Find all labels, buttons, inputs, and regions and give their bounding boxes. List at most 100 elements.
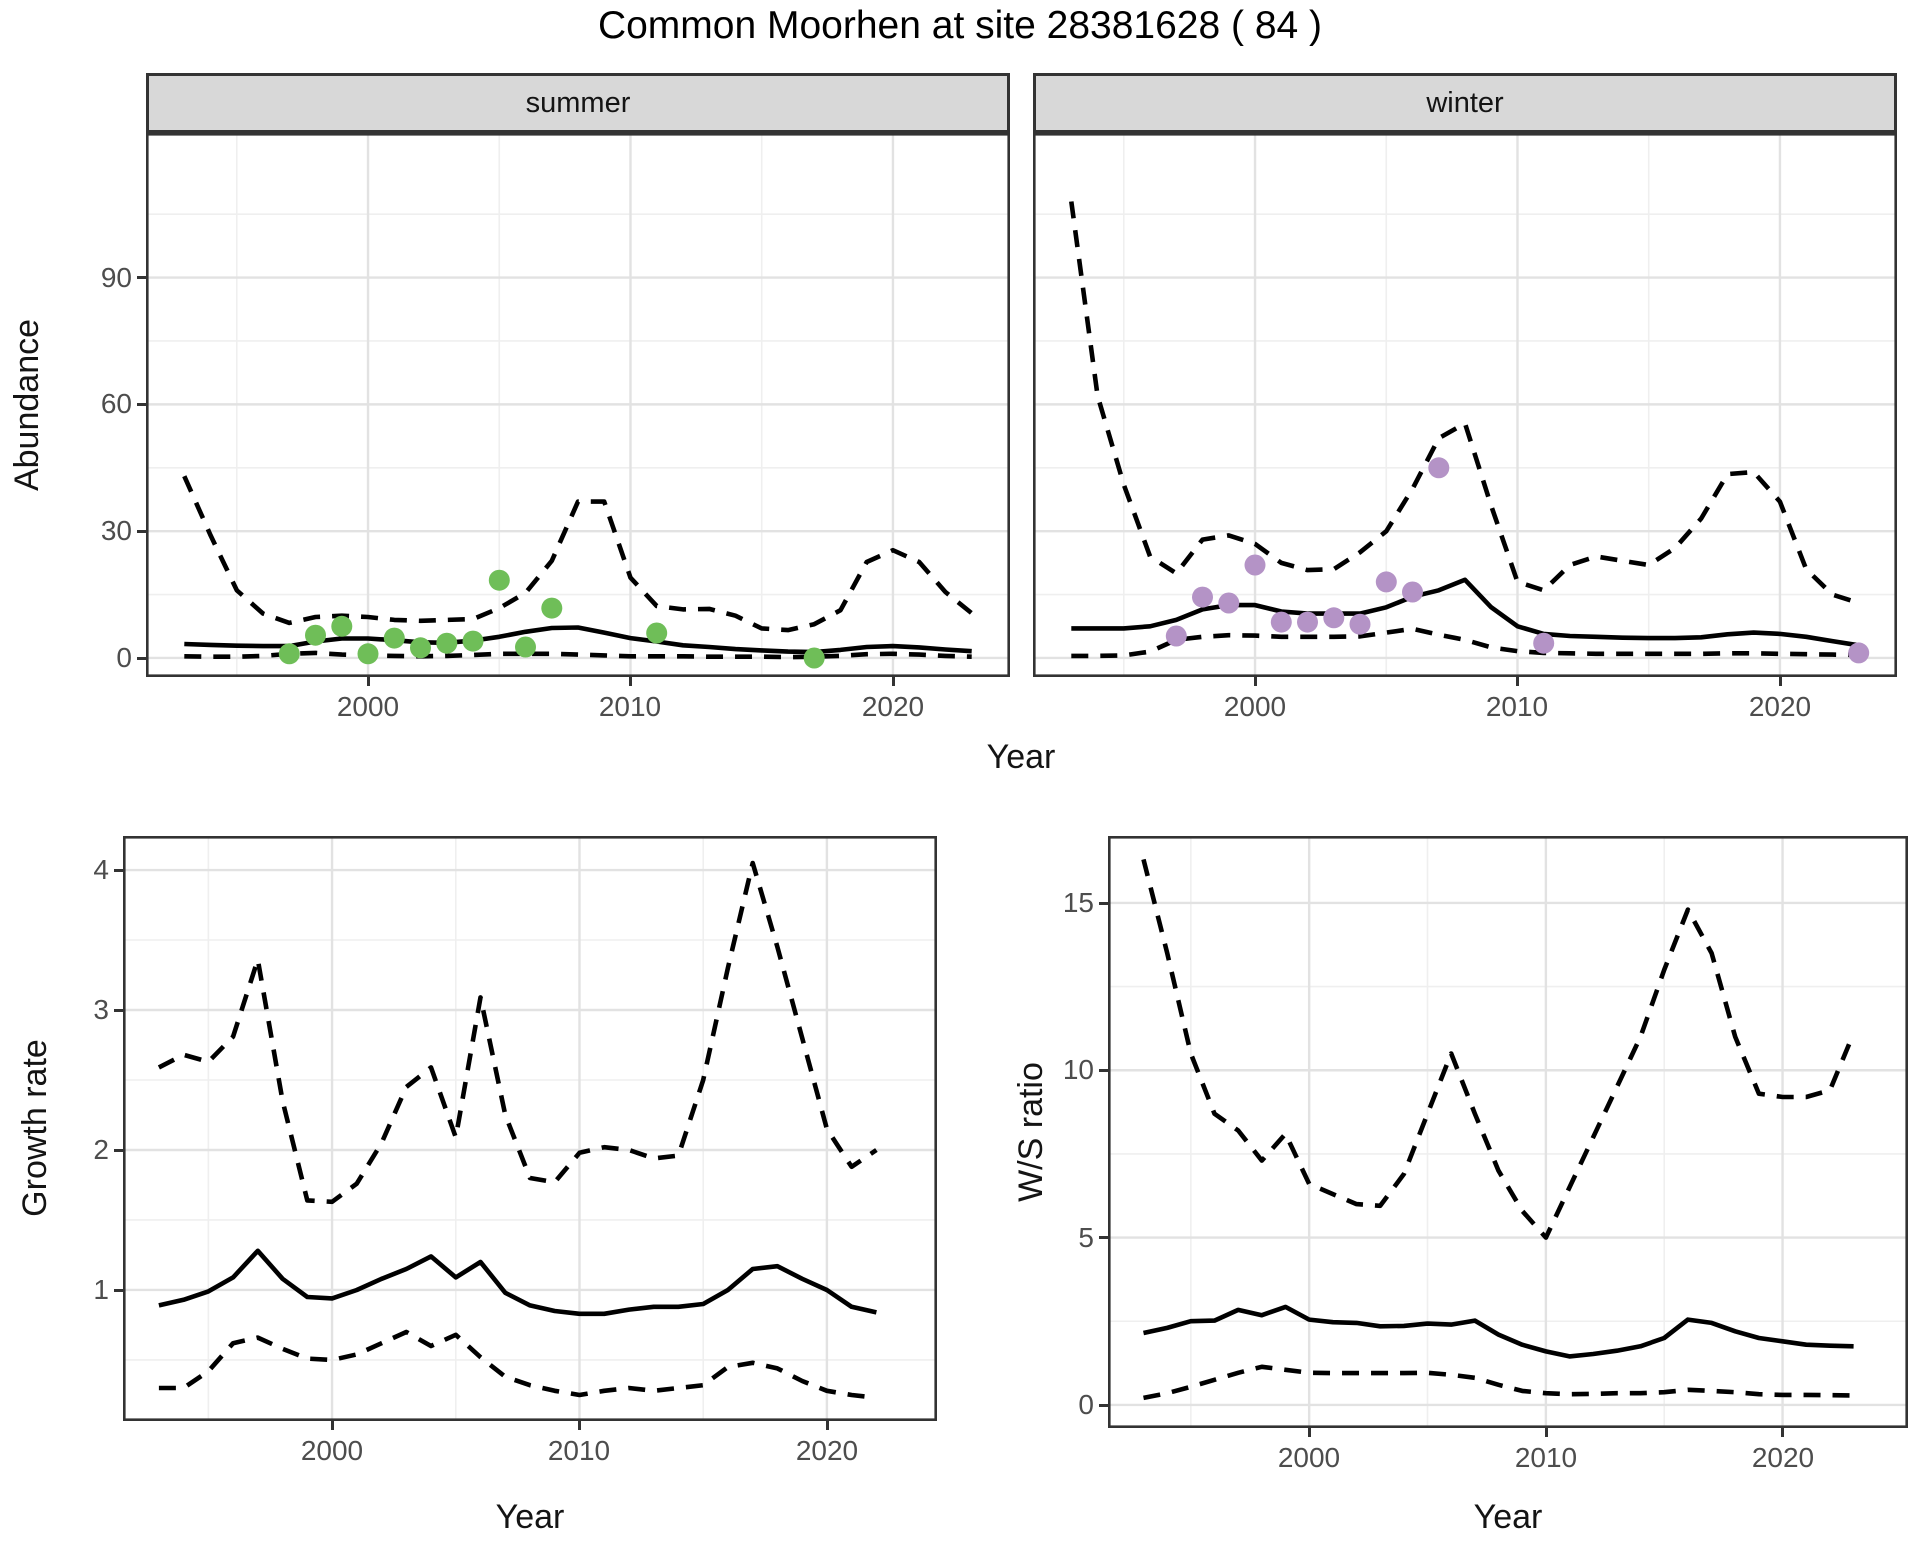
panel-ws xyxy=(1108,836,1908,1428)
data-point xyxy=(305,624,326,646)
y-tick-mark xyxy=(1099,902,1108,905)
x-axis-title-year-ws: Year xyxy=(1473,1498,1543,1536)
x-tick-label: 2000 xyxy=(1223,691,1287,722)
data-point xyxy=(462,630,484,652)
data-point xyxy=(1192,586,1213,608)
y-tick-label: 10 xyxy=(1062,1054,1094,1085)
x-tick-mark xyxy=(629,677,632,686)
x-tick-label: 2010 xyxy=(547,1435,611,1466)
panel-growth xyxy=(123,836,937,1421)
x-tick-mark xyxy=(1308,1428,1311,1437)
ci-lower-line xyxy=(158,1329,877,1401)
x-axis-title-year-top: Year xyxy=(986,738,1056,776)
x-tick-label: 2020 xyxy=(1751,1442,1815,1473)
data-point xyxy=(1349,613,1371,635)
y-tick-mark xyxy=(114,869,123,872)
x-tick-mark xyxy=(1781,1428,1784,1437)
data-point xyxy=(278,643,300,665)
data-point xyxy=(1244,554,1266,576)
panel-border xyxy=(1108,836,1908,1428)
panel-border xyxy=(1033,133,1897,677)
y-tick-mark xyxy=(137,276,146,279)
panel-border xyxy=(146,133,1010,677)
facet-strip-summer-label: summer xyxy=(525,86,631,119)
data-point xyxy=(1297,611,1318,633)
data-point xyxy=(1323,607,1345,629)
data-point xyxy=(1375,571,1397,593)
panel-winter xyxy=(1033,133,1897,677)
plot-title: Common Moorhen at site 28381628 ( 84 ) xyxy=(597,4,1323,47)
x-tick-label: 2000 xyxy=(1277,1442,1341,1473)
y-tick-label: 0 xyxy=(116,642,132,673)
x-tick-mark xyxy=(1779,677,1782,686)
y-axis-title-ws-ratio: W/S ratio xyxy=(1012,1062,1050,1202)
x-tick-label: 2000 xyxy=(300,1435,364,1466)
x-tick-label: 2020 xyxy=(795,1435,859,1466)
facet-strip-winter: winter xyxy=(1033,73,1897,133)
fit-line xyxy=(1071,577,1860,648)
data-point xyxy=(541,597,563,619)
ci-upper-line xyxy=(1069,201,1860,606)
ci-lower-line xyxy=(184,650,972,660)
x-tick-mark xyxy=(578,1421,581,1430)
y-tick-mark xyxy=(137,530,146,533)
data-point xyxy=(1165,625,1187,647)
y-tick-label: 5 xyxy=(1078,1222,1094,1253)
y-tick-label: 1 xyxy=(93,1274,109,1305)
data-point xyxy=(1270,611,1292,633)
data-point xyxy=(1428,457,1450,479)
data-point xyxy=(410,637,431,659)
x-tick-mark xyxy=(826,1421,829,1430)
y-tick-label: 2 xyxy=(93,1134,109,1165)
fit-line xyxy=(158,1248,877,1317)
x-tick-label: 2020 xyxy=(1748,691,1812,722)
x-tick-mark xyxy=(331,1421,334,1430)
y-tick-mark xyxy=(114,1289,123,1292)
data-point xyxy=(646,622,668,644)
y-tick-mark xyxy=(1099,1404,1108,1407)
x-tick-label: 2010 xyxy=(1485,691,1549,722)
data-point xyxy=(488,569,510,591)
y-tick-label: 0 xyxy=(1078,1389,1094,1420)
y-tick-mark xyxy=(1099,1069,1108,1072)
data-point xyxy=(1848,642,1870,664)
data-point xyxy=(1533,632,1555,654)
y-tick-mark xyxy=(114,1009,123,1012)
data-point xyxy=(515,636,536,658)
y-tick-label: 4 xyxy=(93,854,109,885)
y-tick-mark xyxy=(137,657,146,660)
data-point xyxy=(1402,581,1423,603)
x-tick-mark xyxy=(1545,1428,1548,1437)
panel-border xyxy=(123,836,937,1421)
y-axis-title-growth-rate: Growth rate xyxy=(16,1039,54,1217)
facet-strip-winter-label: winter xyxy=(1426,86,1504,119)
data-point xyxy=(357,643,379,665)
x-tick-mark xyxy=(892,677,895,686)
panel-background xyxy=(123,836,937,1421)
x-tick-label: 2010 xyxy=(1514,1442,1578,1473)
facet-strip-summer: summer xyxy=(146,73,1010,133)
x-tick-mark xyxy=(1254,677,1257,686)
x-tick-label: 2010 xyxy=(598,691,662,722)
ci-lower-line xyxy=(1143,1364,1854,1401)
x-axis-title-year-growth: Year xyxy=(495,1498,565,1536)
data-point xyxy=(1218,592,1240,614)
y-tick-label: 90 xyxy=(100,262,132,293)
y-tick-label: 15 xyxy=(1062,887,1094,918)
x-tick-label: 2000 xyxy=(336,691,400,722)
ci-upper-line xyxy=(1141,858,1856,1240)
y-tick-label: 3 xyxy=(93,994,109,1025)
data-point xyxy=(436,632,458,654)
fit-line xyxy=(1143,1304,1854,1359)
ci-upper-line xyxy=(182,475,974,633)
data-point xyxy=(383,627,405,649)
y-tick-mark xyxy=(114,1149,123,1152)
y-tick-label: 60 xyxy=(100,388,132,419)
x-tick-mark xyxy=(1516,677,1519,686)
x-tick-label: 2020 xyxy=(861,691,925,722)
data-point xyxy=(803,647,825,669)
data-point xyxy=(331,615,353,637)
y-tick-label: 30 xyxy=(100,515,132,546)
panel-summer xyxy=(146,133,1010,677)
